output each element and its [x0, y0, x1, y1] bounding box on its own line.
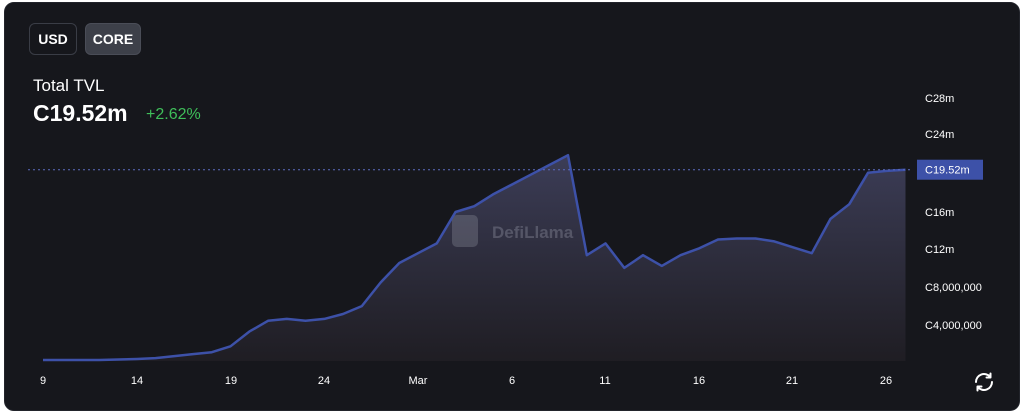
metric-value: C19.52m	[33, 100, 128, 126]
y-tick-label: C16m	[925, 207, 954, 219]
watermark: DefiLlama	[452, 215, 574, 247]
y-tick-label: C8,000,000	[925, 282, 982, 294]
defillama-logo-icon	[452, 215, 478, 247]
usd-toggle-button[interactable]: USD	[29, 23, 77, 55]
tvl-series-line	[43, 153, 906, 362]
metric-change: +2.62%	[146, 106, 201, 123]
current-value-label: C19.52m	[925, 165, 970, 177]
y-tick-label: C24m	[925, 129, 954, 141]
x-tick-label: 24	[318, 375, 330, 387]
y-tick-label: C28m	[925, 93, 954, 105]
current-value-badge	[917, 159, 983, 180]
x-tick-label: 21	[786, 375, 798, 387]
core-toggle-button[interactable]: CORE	[85, 23, 141, 55]
tvl-area-fill	[43, 155, 906, 361]
watermark-text: DefiLlama	[492, 223, 574, 242]
x-tick-label: 19	[225, 375, 237, 387]
metric-label: Total TVL	[33, 76, 105, 95]
y-tick-label: C12m	[925, 244, 954, 256]
x-tick-label: 14	[131, 375, 143, 387]
x-tick-label: 9	[40, 375, 46, 387]
x-tick-label: 26	[880, 375, 892, 387]
x-tick-label: 11	[599, 375, 610, 387]
x-tick-label: Mar	[409, 375, 428, 387]
x-tick-label: 16	[693, 375, 705, 387]
y-tick-label: C4,000,000	[925, 320, 982, 332]
refresh-icon[interactable]	[972, 370, 996, 394]
x-tick-label: 6	[509, 375, 515, 387]
